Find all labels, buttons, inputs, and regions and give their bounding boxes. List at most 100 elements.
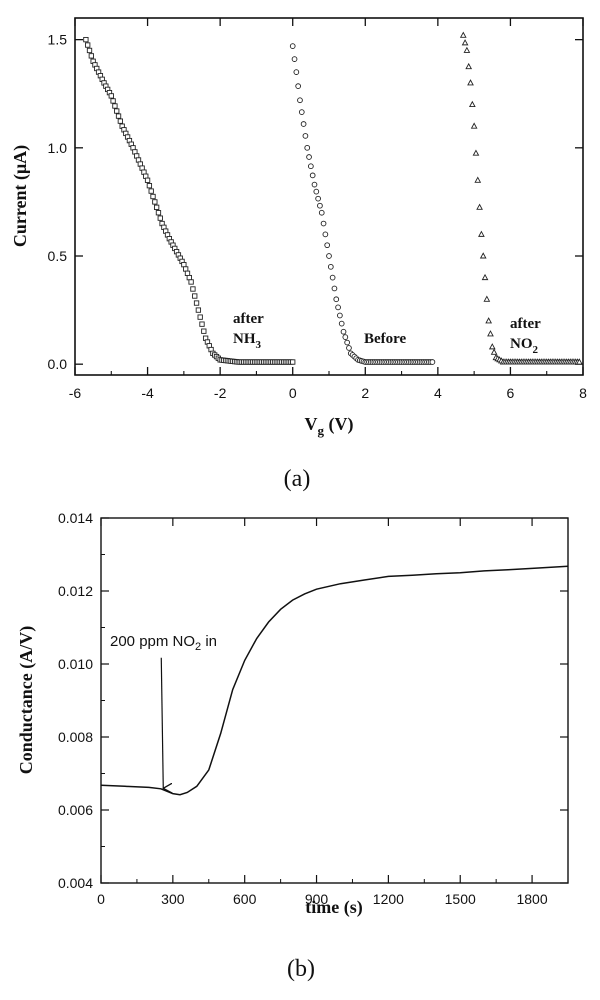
series-label-after-nh3-line1: after <box>233 311 264 327</box>
y-tick-label: 0.014 <box>58 510 93 526</box>
data-point-circle <box>326 253 332 259</box>
data-point-triangle <box>468 100 476 107</box>
data-point-square <box>195 307 202 313</box>
series-label-after-nh3-line2: NH3 <box>233 331 262 351</box>
data-point-square <box>157 215 163 221</box>
y-tick-label: 0.010 <box>58 656 93 672</box>
y-tick-label: 1.0 <box>48 140 68 156</box>
x-tick-label: 2 <box>361 385 369 401</box>
data-point-square <box>190 286 196 292</box>
data-point-square <box>144 177 151 183</box>
data-point-circle <box>331 285 338 292</box>
data-point-square <box>146 183 153 189</box>
x-tick-label: -4 <box>141 385 154 401</box>
data-point-circle <box>340 328 347 335</box>
data-point-triangle <box>461 39 469 46</box>
data-point-triangle <box>476 203 483 210</box>
data-point-triangle <box>483 295 491 302</box>
data-point-triangle <box>474 176 482 183</box>
chart-b-y-axis-label: Conductance (A/V) <box>16 626 37 775</box>
data-point-square <box>183 266 189 272</box>
data-point-triangle <box>488 343 496 350</box>
data-point-circle <box>302 133 309 139</box>
data-point-square <box>197 314 203 320</box>
data-point-circle <box>337 312 343 319</box>
x-tick-label: 1200 <box>373 891 404 907</box>
x-tick-label: 1500 <box>445 891 476 907</box>
data-point-circle <box>297 97 303 104</box>
data-point-circle <box>318 209 325 216</box>
data-point-circle <box>338 320 345 327</box>
x-tick-label: 1800 <box>516 891 547 907</box>
chart-a-tick-labels: -6 -4 -2 0 2 4 6 8 0.0 0.5 1.0 1.5 <box>48 32 588 401</box>
data-point-square <box>188 279 194 285</box>
x-tick-label: 0 <box>97 891 105 907</box>
data-point-circle <box>342 334 349 340</box>
data-point-circle <box>317 202 323 209</box>
y-tick-label: 0.008 <box>58 729 93 745</box>
data-point-triangle <box>459 31 467 38</box>
chart-a-points <box>83 31 583 365</box>
data-point-square <box>108 93 114 99</box>
data-point-square <box>155 210 162 216</box>
data-point-circle <box>295 83 302 90</box>
data-point-square <box>88 53 94 59</box>
data-point-circle <box>309 172 316 179</box>
data-point-circle <box>313 188 320 195</box>
chart-b-frame <box>100 517 569 884</box>
annotation-arrow <box>160 657 163 789</box>
data-point-square <box>152 199 158 205</box>
data-point-circle <box>344 339 350 346</box>
chart-a: -6 -4 -2 0 2 4 6 8 0.0 0.5 1.0 1.5 after NH3 Before… <box>10 17 588 492</box>
x-tick-label: 4 <box>434 385 442 401</box>
data-point-square <box>83 36 89 43</box>
data-point-circle <box>306 154 312 160</box>
data-point-triangle <box>470 122 478 129</box>
data-point-triangle <box>479 252 487 259</box>
data-point-triangle <box>465 62 473 70</box>
x-tick-label: 300 <box>161 891 185 907</box>
data-point-square <box>148 188 154 194</box>
data-point-circle <box>291 56 298 62</box>
data-point-circle <box>308 163 314 170</box>
data-point-circle <box>304 144 311 151</box>
x-tick-label: -2 <box>214 385 227 401</box>
data-point-triangle <box>487 330 494 337</box>
data-point-circle <box>320 220 327 227</box>
data-point-square <box>86 47 93 54</box>
y-tick-label: 0.006 <box>58 802 93 818</box>
data-point-circle <box>333 296 340 303</box>
data-point-square <box>192 293 198 299</box>
annotation-no2-in: 200 ppm NO2 in <box>110 633 217 653</box>
data-point-circle <box>300 121 307 127</box>
data-point-triangle <box>490 348 498 355</box>
y-tick-label: 1.5 <box>48 32 68 48</box>
data-point-circle <box>293 69 300 75</box>
data-point-square <box>193 300 200 306</box>
data-point-circle <box>327 263 334 270</box>
data-point-square <box>112 103 118 109</box>
x-tick-label: -6 <box>69 385 82 401</box>
data-point-triangle <box>576 358 583 365</box>
data-point-circle <box>311 181 318 188</box>
y-tick-label: 0.0 <box>48 356 68 372</box>
chart-b-tick-labels: 0 300 600 900 1200 1500 1800 0.004 0.006 0.008 0.0… <box>58 510 548 907</box>
chart-b: 0 300 600 900 1200 1500 1800 0.004 0.006 0.008 0.0… <box>16 510 569 982</box>
series-line-conductance <box>100 565 569 796</box>
x-tick-label: 8 <box>579 385 587 401</box>
panel-label-b: (b) <box>287 956 315 982</box>
x-tick-label: 0 <box>289 385 297 401</box>
data-point-square <box>110 98 116 104</box>
x-tick-label: 600 <box>233 891 257 907</box>
data-point-square <box>115 113 122 119</box>
data-point-circle <box>315 195 321 202</box>
data-point-circle <box>322 231 329 238</box>
data-point-square <box>186 274 192 281</box>
data-point-triangle <box>485 317 493 324</box>
data-point-square <box>85 42 91 48</box>
x-tick-label: 6 <box>507 385 515 401</box>
data-point-circle <box>429 359 436 365</box>
y-tick-label: 0.5 <box>48 248 68 264</box>
series-label-before: Before <box>364 331 407 347</box>
